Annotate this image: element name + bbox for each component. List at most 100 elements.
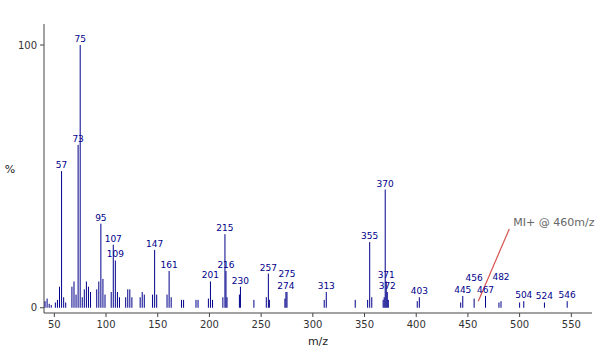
- peak: [171, 297, 172, 308]
- peak: [269, 300, 270, 308]
- chart: 501001502002503003504004505005500100m/z%…: [0, 0, 608, 353]
- peak: [227, 297, 228, 308]
- peak: [371, 297, 372, 308]
- peak-label: 445: [454, 285, 471, 295]
- peak: [105, 295, 106, 308]
- peak: [119, 297, 120, 308]
- peak-label: 313: [318, 281, 335, 291]
- peak: [485, 296, 486, 308]
- peak: [76, 295, 77, 308]
- peak: [474, 299, 475, 308]
- peak: [326, 292, 327, 308]
- peak: [198, 300, 199, 308]
- x-tick-label: 50: [48, 319, 61, 330]
- annotations: MI+ @ 460m/z5773759510710914716120121521…: [56, 34, 595, 301]
- x-tick: [467, 313, 468, 317]
- x-tick-label: 550: [562, 319, 581, 330]
- peak: [73, 281, 74, 307]
- peak: [169, 271, 170, 308]
- y-axis-line: [44, 24, 45, 313]
- peak: [142, 292, 143, 308]
- x-tick: [364, 313, 365, 317]
- peak: [195, 300, 196, 308]
- peak: [355, 300, 356, 308]
- peak: [45, 301, 46, 308]
- peak: [86, 281, 87, 307]
- peak: [460, 302, 461, 307]
- x-tick: [571, 313, 572, 317]
- x-tick: [157, 313, 158, 317]
- peaks: [45, 45, 567, 308]
- peak: [225, 271, 226, 308]
- peak-label: 257: [260, 263, 277, 273]
- x-tick-label: 400: [407, 319, 426, 330]
- peak: [111, 292, 112, 308]
- peak-label: 372: [379, 281, 396, 291]
- peak: [417, 301, 418, 308]
- peak: [47, 299, 48, 308]
- y-axis-label: %: [5, 163, 15, 176]
- peak-label: 275: [278, 269, 295, 279]
- peak-label: 147: [146, 239, 163, 249]
- x-tick-label: 300: [303, 319, 322, 330]
- x-axis-line: [44, 313, 592, 314]
- peak-label: 95: [95, 213, 106, 223]
- peak: [383, 300, 384, 308]
- peak: [167, 295, 168, 308]
- peak: [102, 279, 103, 308]
- peak: [98, 281, 99, 307]
- peak: [387, 292, 388, 308]
- peak: [369, 242, 370, 308]
- y-tick-label: 100: [18, 40, 37, 51]
- x-axis-label: m/z: [308, 335, 328, 348]
- peak-label: 274: [277, 281, 294, 291]
- y-tick: [40, 307, 44, 308]
- peak-label: 201: [202, 270, 219, 280]
- peak: [82, 297, 83, 308]
- peak: [90, 292, 91, 308]
- peak: [284, 299, 285, 308]
- peak-label: 73: [72, 134, 83, 144]
- peak: [567, 301, 568, 308]
- peak: [156, 295, 157, 308]
- peak: [51, 305, 52, 308]
- peak-label: 215: [216, 223, 233, 233]
- y-tick: [40, 45, 44, 46]
- x-tick: [54, 313, 55, 317]
- peak: [384, 297, 385, 308]
- peak: [65, 302, 66, 307]
- peak: [49, 304, 50, 308]
- x-tick-label: 100: [96, 319, 115, 330]
- peak: [117, 292, 118, 308]
- y-tick-label: 0: [31, 302, 37, 313]
- peak-label: 230: [232, 276, 249, 286]
- peak: [519, 302, 520, 307]
- peak: [212, 300, 213, 308]
- x-tick-label: 200: [200, 319, 219, 330]
- peak: [96, 289, 97, 307]
- peak: [115, 260, 116, 307]
- peak-label: 482: [492, 272, 509, 282]
- peak: [253, 300, 254, 308]
- peak: [240, 287, 241, 308]
- peak: [268, 274, 269, 308]
- peak: [181, 300, 182, 308]
- peak: [59, 287, 60, 308]
- peak: [57, 300, 58, 308]
- peak: [266, 297, 267, 308]
- peak-label: 57: [56, 160, 67, 170]
- peak: [131, 297, 132, 308]
- x-tick: [209, 313, 210, 317]
- peak: [222, 297, 223, 308]
- peak: [367, 300, 368, 308]
- peak: [285, 292, 286, 308]
- peak: [419, 297, 420, 308]
- peak-label: 524: [536, 291, 553, 301]
- peak: [63, 297, 64, 308]
- peak: [224, 234, 225, 308]
- peak: [71, 287, 72, 308]
- peak: [462, 296, 463, 308]
- peak: [144, 295, 145, 308]
- peak: [88, 287, 89, 308]
- peak-label: 504: [515, 290, 532, 300]
